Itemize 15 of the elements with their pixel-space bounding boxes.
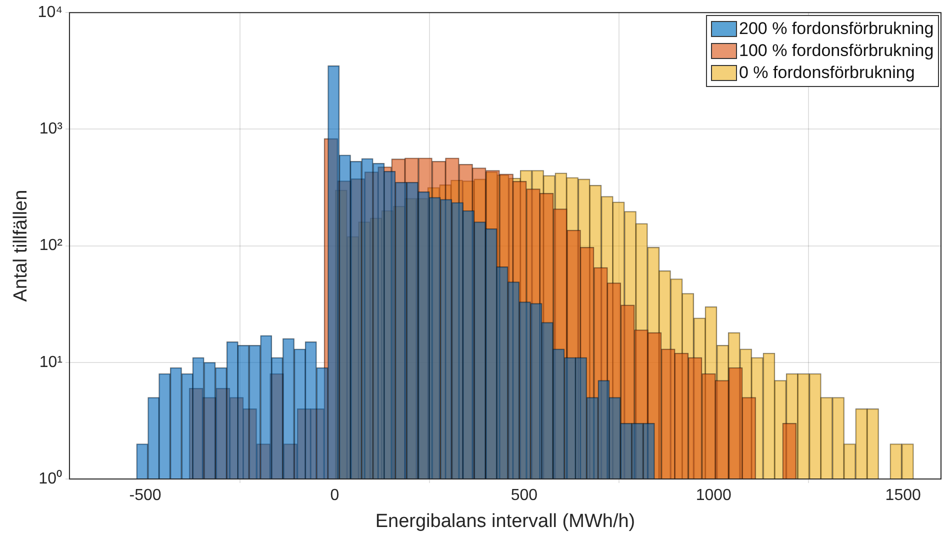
x-tick-label: -500 — [129, 487, 162, 504]
y-tick-label: 10⁴ — [38, 4, 63, 22]
x-tick-label: 1500 — [885, 487, 922, 504]
x-axis-title: Energibalans intervall (MWh/h) — [375, 510, 636, 532]
y-tick-label: 10¹ — [39, 354, 62, 371]
x-tick-label: 500 — [510, 487, 538, 504]
legend-label: 100 % fordonsförbrukning — [739, 40, 934, 62]
x-tick-label: 0 — [330, 487, 340, 504]
y-axis-title: Antal tillfällen — [10, 190, 32, 302]
y-tick-label: 10² — [39, 237, 64, 254]
legend-label: 0 % fordonsförbrukning — [739, 62, 915, 84]
legend-label: 200 % fordonsförbrukning — [739, 18, 934, 40]
y-tick-label: 10⁰ — [38, 469, 62, 488]
y-tick-label: 10³ — [39, 120, 64, 138]
x-tick-label: 1000 — [696, 487, 732, 504]
